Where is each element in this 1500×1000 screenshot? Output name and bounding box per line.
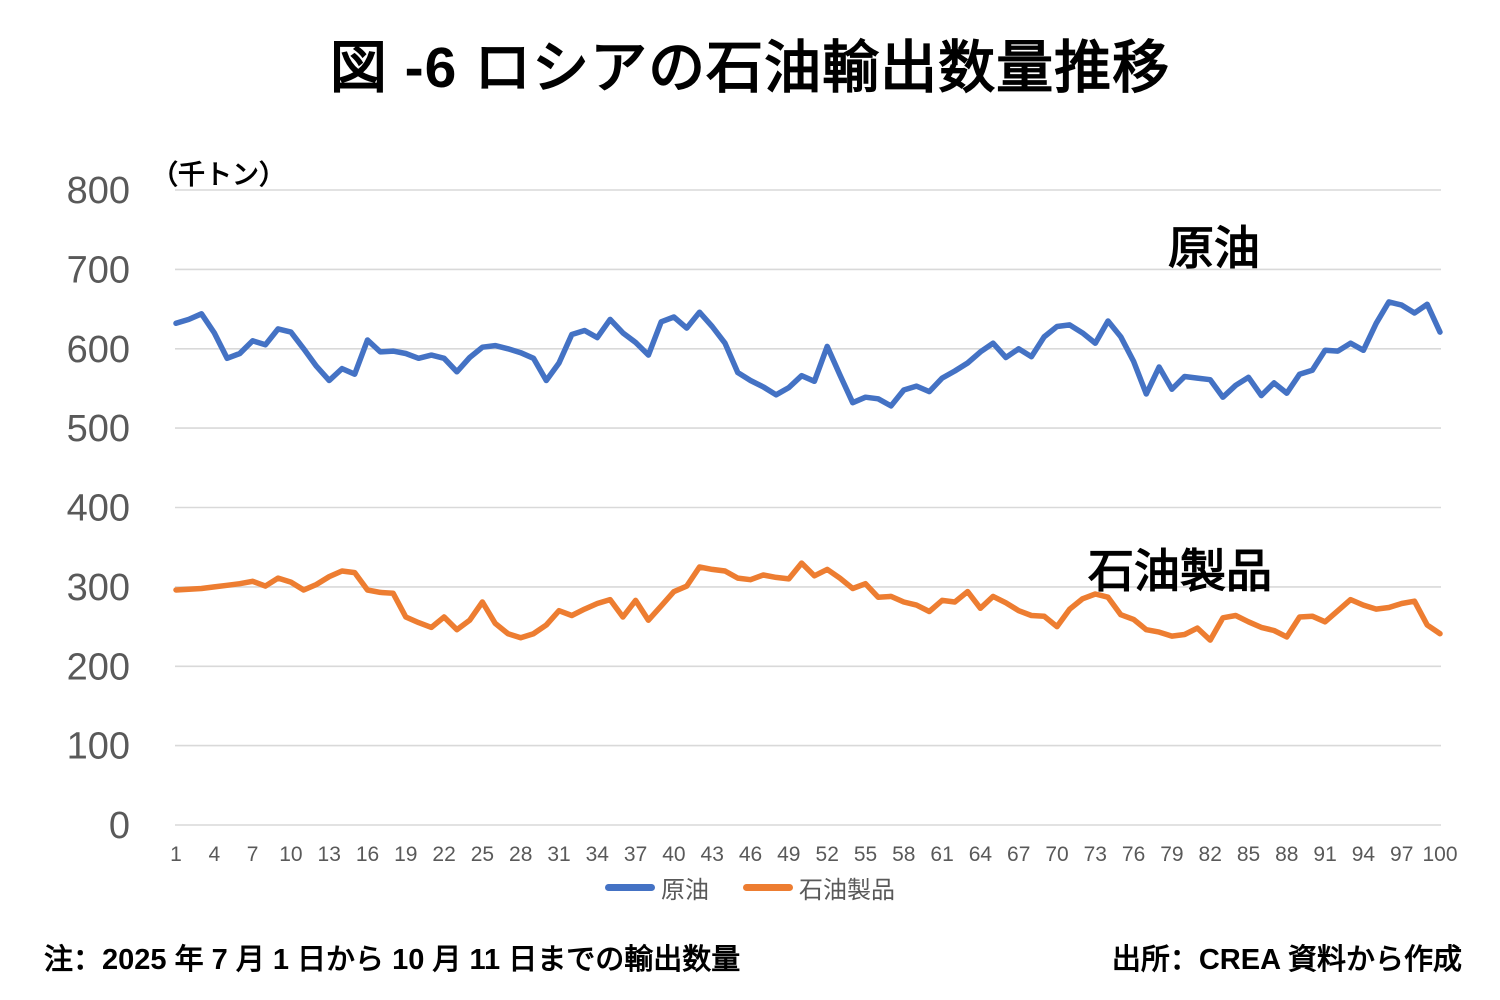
x-axis-tick-label: 58 [892,843,915,866]
chart-title: 図 -6 ロシアの石油輸出数量推移 [329,36,1171,100]
source-note: 出所：CREA 資料から作成 [1111,944,1462,976]
x-axis-tick-label: 49 [777,843,800,866]
y-axis-tick-label: 100 [67,726,130,768]
x-axis-tick-label: 34 [586,843,610,866]
y-axis-tick-label: 600 [67,329,130,371]
x-axis-tick-label: 67 [1007,843,1030,866]
x-axis-tick-label: 70 [1045,843,1068,866]
y-axis-tick-label: 500 [67,408,130,450]
x-axis-tick-label: 52 [816,843,839,866]
legend-item-crude-oil: 原油 [605,870,709,905]
footnote: 注：2025 年 7 月 1 日から 10 月 11 日までの輸出数量 [44,944,741,976]
y-axis-tick-label: 800 [67,170,130,212]
y-axis-tick-label: 0 [109,805,130,847]
y-axis-tick-label: 400 [67,488,130,530]
y-axis-tick-label: 300 [67,567,130,609]
x-axis-tick-label: 61 [930,843,953,866]
x-axis-tick-label: 43 [701,843,724,866]
x-axis-tick-label: 55 [854,843,877,866]
x-axis-tick-label: 10 [279,843,302,866]
x-axis-tick-label: 97 [1390,843,1413,866]
x-axis-tick-label: 7 [247,843,259,866]
y-axis-tick-label: 700 [67,249,130,291]
x-axis-tick-label: 64 [969,843,993,866]
y-axis-unit-label: （千トン） [151,160,286,190]
x-axis-tick-label: 28 [509,843,532,866]
x-axis-tick-label: 19 [394,843,417,866]
x-axis-tick-label: 4 [208,843,220,866]
legend-label-crude-oil: 原油 [661,877,709,904]
petroleum-products-line [173,560,1443,643]
y-axis-tick-label: 200 [67,646,130,688]
petroleum-products-legend-swatch-icon [743,884,793,891]
series-label-petroleum-products: 石油製品 [1088,545,1272,597]
crude-oil-line [173,299,1443,409]
x-axis-tick-label: 91 [1313,843,1336,866]
x-axis-tick-label: 76 [1122,843,1145,866]
legend-label-petroleum-products: 石油製品 [799,877,895,904]
legend-item-petroleum-products: 石油製品 [743,870,895,905]
x-axis-tick-label: 46 [739,843,762,866]
x-axis-tick-label: 16 [356,843,379,866]
x-axis-tick-label: 100 [1422,843,1457,866]
legend: 原油 石油製品 [0,870,1500,905]
x-axis-tick-label: 85 [1237,843,1260,866]
x-axis-tick-label: 25 [471,843,494,866]
x-axis-tick-label: 13 [318,843,341,866]
series-label-crude-oil: 原油 [1168,222,1260,274]
crude-oil-legend-swatch-icon [605,884,655,891]
x-axis-tick-label: 94 [1352,843,1376,866]
x-axis-tick-label: 1 [170,843,182,866]
x-axis-tick-label: 40 [662,843,685,866]
x-axis-tick-label: 88 [1275,843,1298,866]
x-axis-tick-label: 79 [1160,843,1183,866]
x-axis-tick-label: 31 [547,843,570,866]
x-axis-tick-label: 82 [1199,843,1222,866]
x-axis-tick-label: 22 [432,843,455,866]
x-axis-tick-label: 73 [1084,843,1107,866]
x-axis-tick-label: 37 [624,843,647,866]
